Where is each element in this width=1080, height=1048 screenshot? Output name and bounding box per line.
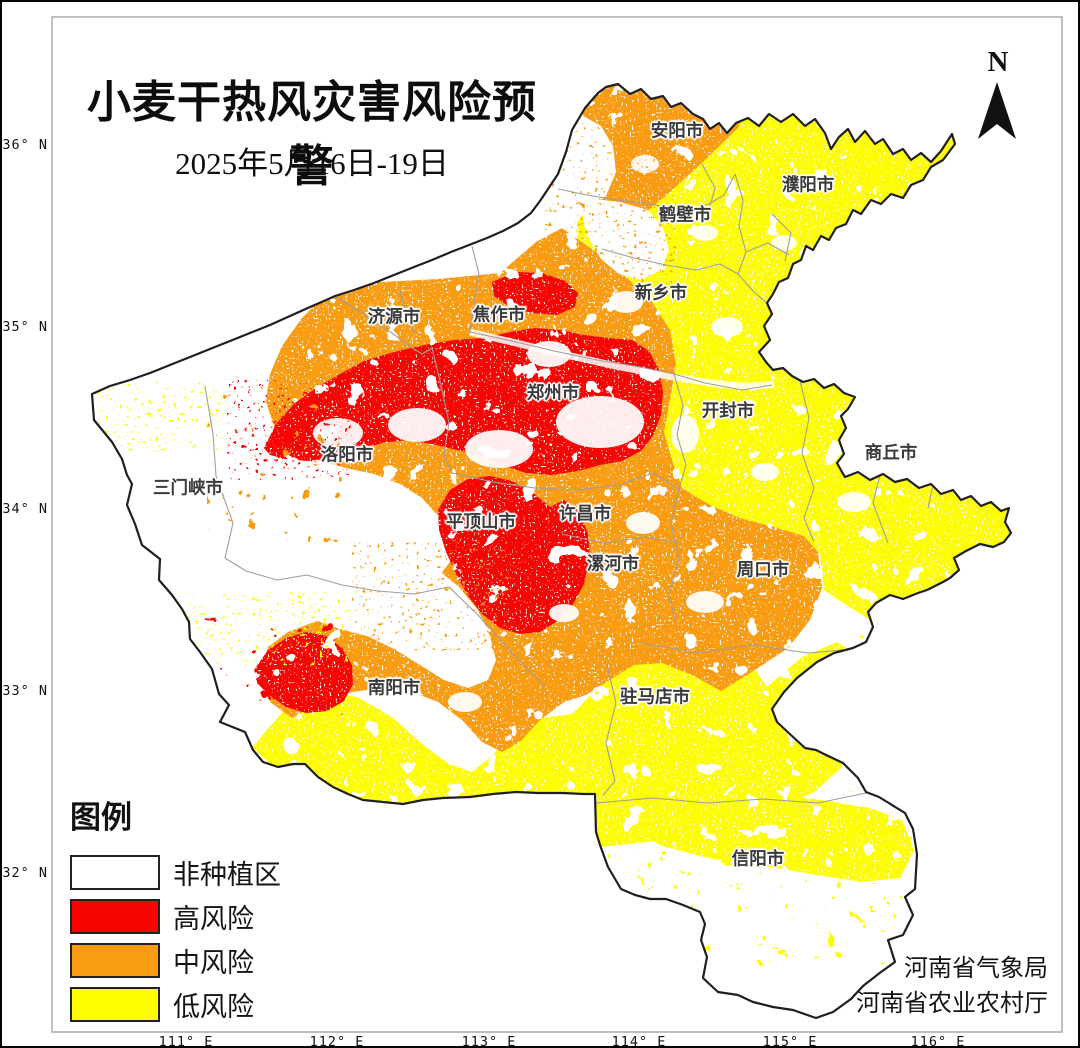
lon-tick-116e: 116° E <box>910 1034 966 1048</box>
city-label-puyang: 濮阳市 <box>781 174 835 195</box>
city-label-luohe: 漯河市 <box>586 553 640 574</box>
city-label-jiaozuo: 焦作市 <box>472 304 526 325</box>
city-label-anyang: 安阳市 <box>650 120 704 141</box>
legend-label-medium-risk: 中风险 <box>173 948 254 978</box>
attribution-line-1: 河南省气象局 <box>904 956 1048 982</box>
lon-tick-112e: 112° E <box>309 1034 365 1048</box>
legend-label-low-risk: 低风险 <box>173 992 254 1022</box>
city-label-nanyang: 南阳市 <box>367 677 421 698</box>
legend-swatch-medium-risk <box>70 943 160 978</box>
map-frame <box>51 16 1063 1033</box>
yellow-river-band <box>469 328 775 390</box>
city-label-sanmenxia: 三门峡市 <box>153 477 223 498</box>
speckle-texture <box>97 90 927 967</box>
lat-tick-36n: 36° N <box>2 137 48 153</box>
lat-tick-35n: 35° N <box>2 319 48 335</box>
city-label-xinxiang: 新乡市 <box>634 282 688 303</box>
lat-tick-32n: 32° N <box>2 865 48 881</box>
legend-item-non-planting: 非种植区 <box>70 855 281 890</box>
lon-tick-111e: 111° E <box>158 1034 214 1048</box>
legend-item-medium-risk: 中风险 <box>70 943 281 978</box>
city-label-pingdingshan: 平顶山市 <box>446 511 516 532</box>
city-label-xinyang: 信阳市 <box>731 848 785 869</box>
legend-item-low-risk: 低风险 <box>70 987 281 1022</box>
city-boundaries <box>204 163 939 804</box>
attribution-line-2: 河南省农业农村厅 <box>856 991 1048 1017</box>
lon-tick-113e: 113° E <box>461 1034 517 1048</box>
legend-swatch-non-planting <box>70 855 160 890</box>
date-range: 2025年5月16日-19日 <box>175 146 449 181</box>
city-label-zhengzhou: 郑州市 <box>526 382 580 403</box>
city-label-xuchang: 许昌市 <box>558 503 612 524</box>
page-title: 小麦干热风灾害风险预警 <box>87 78 537 191</box>
lat-tick-34n: 34° N <box>2 501 48 517</box>
city-label-zhumadian: 驻马店市 <box>620 686 690 707</box>
city-label-zhoukou: 周口市 <box>736 559 790 580</box>
north-label: N <box>987 46 1009 78</box>
legend-swatch-high-risk <box>70 899 160 934</box>
legend-label-non-planting: 非种植区 <box>173 860 281 890</box>
legend: 图例 非种植区 高风险 中风险 低风险 <box>70 792 281 1031</box>
lon-tick-115e: 115° E <box>762 1034 818 1048</box>
lat-tick-33n: 33° N <box>2 683 48 699</box>
legend-item-high-risk: 高风险 <box>70 899 281 934</box>
lon-tick-114e: 114° E <box>611 1034 667 1048</box>
legend-heading: 图例 <box>70 800 132 835</box>
attribution: 河南省气象局 河南省农业农村厅 <box>856 952 1048 1022</box>
city-label-shangqiu: 商丘市 <box>864 442 918 463</box>
legend-swatch-low-risk <box>70 987 160 1022</box>
city-label-luoyang: 洛阳市 <box>320 444 374 465</box>
province-outline <box>90 82 1013 1020</box>
city-label-kaifeng: 开封市 <box>701 400 755 421</box>
city-label-jiyuan: 济源市 <box>367 306 421 327</box>
legend-label-high-risk: 高风险 <box>173 904 254 934</box>
north-arrow-icon <box>978 82 1016 139</box>
city-label-hebi: 鹤壁市 <box>658 204 712 225</box>
